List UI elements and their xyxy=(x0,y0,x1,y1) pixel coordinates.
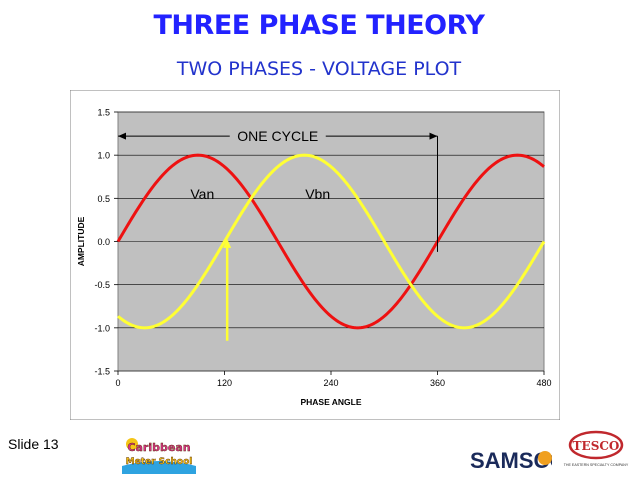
y-tick-label: 1.0 xyxy=(97,151,110,161)
logo-line-2: Meter School xyxy=(126,457,193,467)
y-tick-label: 0.0 xyxy=(97,237,110,247)
series-line-vbn xyxy=(117,153,546,330)
y-tick-label: 0.5 xyxy=(97,194,110,204)
wave-icon xyxy=(122,461,196,474)
y-axis-label: AMPLITUDE xyxy=(76,216,86,266)
x-tick-label: 240 xyxy=(323,378,338,388)
x-tick-label: 360 xyxy=(430,378,445,388)
voltage-plot-chart: 1.5 1.0 0.5 0.0 -0.5 -1.0 -1.5 0 120 240 360 480 P… xyxy=(70,90,560,420)
one-cycle-label: ONE CYCLE xyxy=(237,128,318,144)
slide-title: THREE PHASE THEORY xyxy=(153,10,485,41)
x-axis-label: PHASE ANGLE xyxy=(300,397,361,407)
arrowhead-left-icon xyxy=(118,132,126,140)
arrowhead-right-icon xyxy=(429,132,438,140)
y-tick-label: 1.5 xyxy=(97,108,110,118)
tesco-emblem-icon xyxy=(568,430,624,460)
y-tick-label: -1.0 xyxy=(94,323,110,333)
y-tick-label: -0.5 xyxy=(94,280,110,290)
caribbean-meter-school-logo: Caribbean Meter School xyxy=(122,438,196,474)
series-label-vbn: Vbn xyxy=(305,186,330,202)
arrowhead-up-icon xyxy=(223,238,232,248)
slide-number: Slide 13 xyxy=(8,436,59,452)
series-line-van xyxy=(116,153,545,330)
slide-subtitle: TWO PHASES - VOLTAGE PLOT xyxy=(176,58,462,80)
series-label-van: Van xyxy=(190,186,214,202)
y-tick-label: -1.5 xyxy=(94,367,110,377)
sun-icon xyxy=(126,438,138,450)
tesco-wordmark: TESCO xyxy=(573,439,620,453)
x-tick-label: 0 xyxy=(115,378,120,388)
samsco-logo: SAMSCO xyxy=(470,448,552,472)
tesco-tagline: THE EASTERN SPECIALTY COMPANY xyxy=(564,463,629,467)
x-tick-label: 480 xyxy=(536,378,551,388)
samsco-badge-icon xyxy=(538,451,552,465)
x-tick-label: 120 xyxy=(217,378,232,388)
logo-line-1: Caribbean xyxy=(127,441,190,454)
tesco-logo: TESCO THE EASTERN SPECIALTY COMPANY xyxy=(564,430,629,467)
